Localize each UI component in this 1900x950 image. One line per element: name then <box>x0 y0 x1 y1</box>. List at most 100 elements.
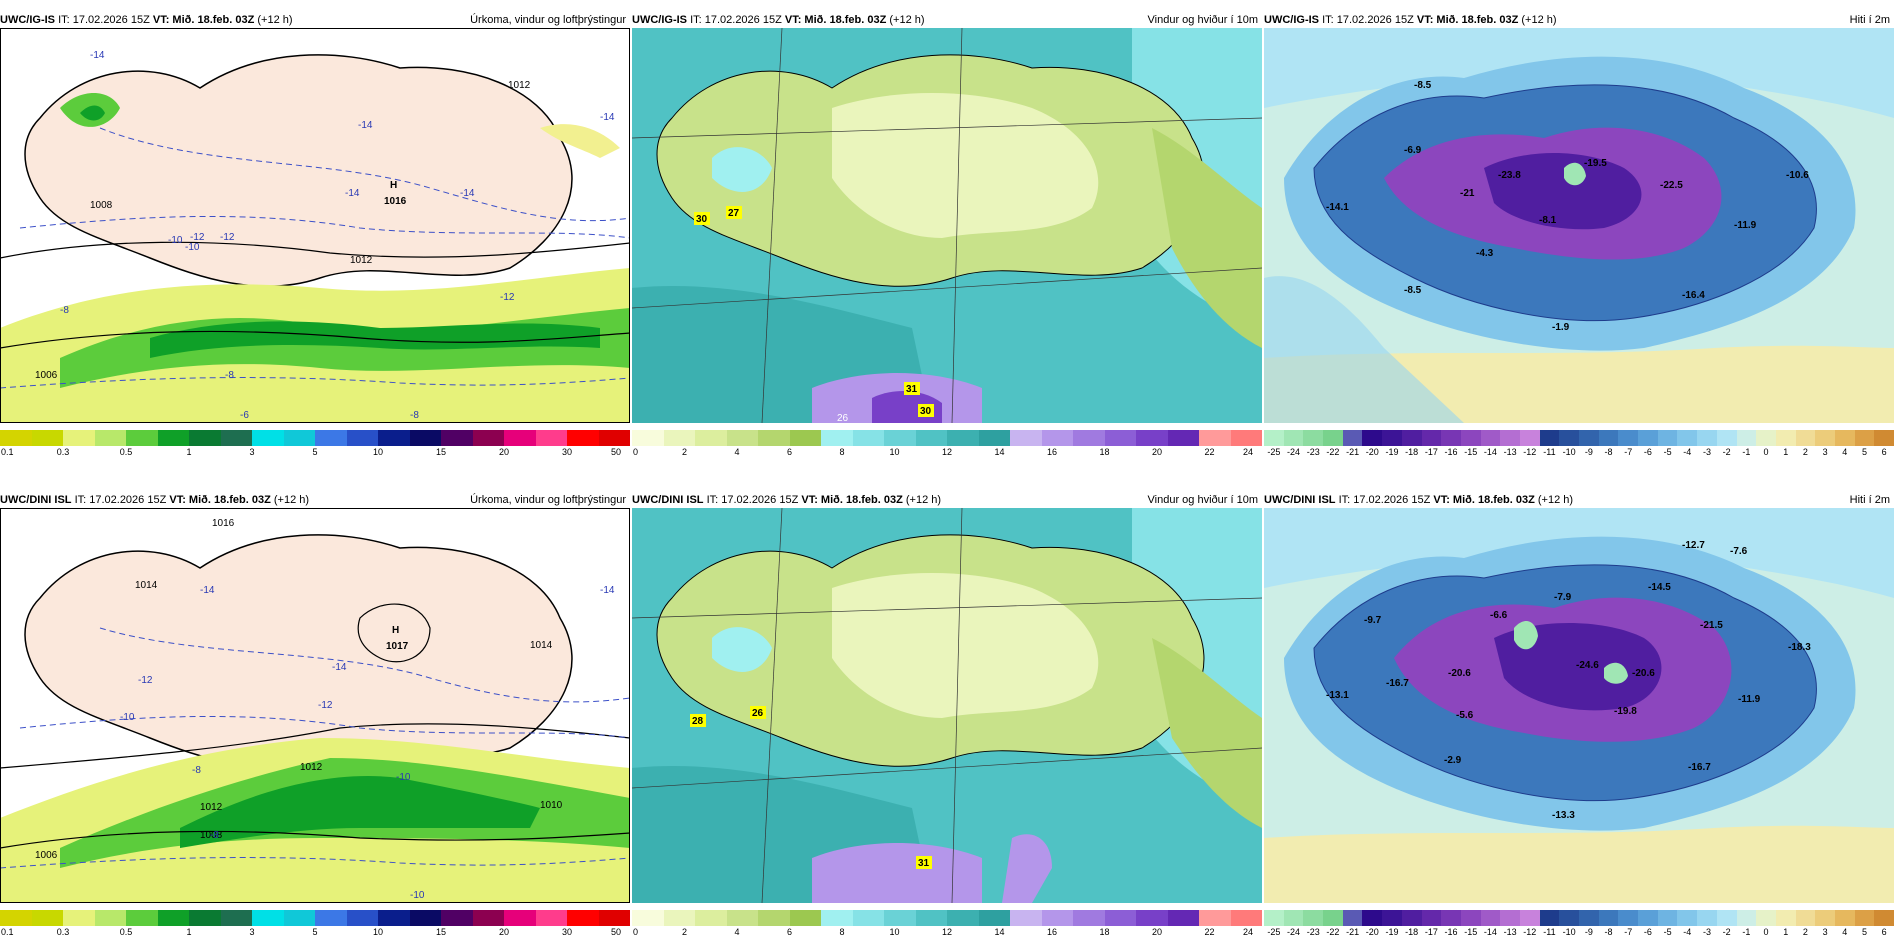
temp-map[interactable]: -8.5 -6.9 -14.1 -8.5 -4.3 -8.1 -21 -23.8… <box>1264 28 1894 423</box>
legend-swatch <box>1775 910 1796 926</box>
temperature-label: -7.9 <box>1554 592 1572 603</box>
legend-tick-label: -16 <box>1444 447 1458 457</box>
legend-swatch <box>1677 430 1698 446</box>
legend-tick-label: -15 <box>1464 927 1478 937</box>
isotherm-label: -8 <box>225 370 234 381</box>
temperature-label: -16.7 <box>1386 678 1409 689</box>
issue-time: IT: 17.02.2026 15Z <box>74 494 167 506</box>
panel-row0-temp: UWC/IG-IS IT: 17.02.2026 15Z VT: Mið. 18… <box>1264 12 1894 462</box>
legend-tick-label: -1 <box>1742 927 1751 937</box>
legend-swatch <box>126 910 158 926</box>
legend-tick-label: 24 <box>1242 447 1254 457</box>
legend-swatch <box>726 910 758 926</box>
legend-swatch <box>1382 430 1402 446</box>
legend-tick-label: 12 <box>941 447 953 457</box>
svg-text:28: 28 <box>692 716 704 727</box>
legend-tick-label: -24 <box>1287 447 1301 457</box>
legend-swatch <box>758 430 790 446</box>
temperature-label: -8.5 <box>1404 285 1422 296</box>
temp-map[interactable]: -9.7 -13.1 -16.7 -20.6 -5.6 -2.9 -6.6 -7… <box>1264 508 1894 903</box>
legend-ticks: -25 -24 -23 -22 -21 -20 -19 -18 -17 -16 -15 -14 -13-… <box>1264 447 1894 459</box>
legend-swatch <box>1401 430 1422 446</box>
panel-row1-precip: UWC/DINI ISL IT: 17.02.2026 15Z VT: Mið.… <box>0 492 630 942</box>
legend-tick-label: 22 <box>1204 927 1215 937</box>
isobar-label: 1016 <box>212 518 235 529</box>
legend-swatch <box>1480 430 1501 446</box>
temperature-label: -21 <box>1460 188 1475 199</box>
legend-swatch <box>1579 430 1599 446</box>
legend-swatch <box>535 910 567 926</box>
isotherm-label: -8 <box>192 765 201 776</box>
legend-swatch <box>663 430 695 446</box>
legend-tick-label: 0 <box>633 927 639 937</box>
temperature-label: -19.8 <box>1614 706 1637 717</box>
issue-time: IT: 17.02.2026 15Z <box>706 494 799 506</box>
legend-tick-label: -9 <box>1584 927 1593 937</box>
model-source: UWC/DINI ISL <box>632 494 704 506</box>
legend-swatch <box>409 430 441 446</box>
legend-swatch <box>1559 430 1579 446</box>
wind-map[interactable]: 30 27 31 30 26 <box>632 28 1262 423</box>
panel-title: Hiti í 2m <box>1849 494 1890 506</box>
legend-swatch <box>1638 910 1658 926</box>
legend-tick-label: 16 <box>1046 447 1058 457</box>
temperature-label: -11.9 <box>1734 220 1757 231</box>
isotherm-label: -10 <box>185 242 200 253</box>
legend-swatch <box>695 430 727 446</box>
legend-swatch <box>1618 910 1639 926</box>
legend-swatch <box>1342 430 1363 446</box>
temperature-label: -19.5 <box>1584 158 1607 169</box>
temperature-label: -14.5 <box>1648 582 1671 593</box>
legend-swatch <box>1677 910 1698 926</box>
legend-swatch <box>789 910 821 926</box>
legend-tick-label: 50 <box>610 927 622 937</box>
isotherm-label: -10 <box>396 772 411 783</box>
legend-tick-label: -18 <box>1405 447 1419 457</box>
isotherm-label: -14 <box>600 112 615 123</box>
legend-swatch <box>1041 430 1073 446</box>
isotherm-label: -12 <box>138 675 153 686</box>
legend-tick-label: -12 <box>1523 927 1537 937</box>
legend-tick-label: -7 <box>1624 927 1633 937</box>
valid-time: VT: Mið. 18.feb. 03Z <box>152 14 255 26</box>
legend-swatch <box>315 430 347 446</box>
isobar-label: 1008 <box>200 830 223 841</box>
legend-tick-label: 5 <box>312 447 318 457</box>
legend-tick-label: 16 <box>1046 927 1058 937</box>
legend-swatch <box>1283 430 1304 446</box>
legend-swatch <box>1362 910 1383 926</box>
isotherm-label: -8 <box>410 410 419 421</box>
precip-map[interactable]: H 1016 1012 1012 1008 1006 -14 -14 -14 -… <box>0 28 630 423</box>
legend-tick-label: -12 <box>1523 447 1537 457</box>
legend-swatch <box>94 430 126 446</box>
legend-swatch <box>220 910 252 926</box>
panel-title: Hiti í 2m <box>1849 14 1890 26</box>
isobar-label: 1012 <box>300 762 323 773</box>
temperature-label: -5.6 <box>1456 710 1474 721</box>
legend-tick-label: 1 <box>1783 447 1789 457</box>
legend-tick-label: 0.3 <box>56 447 70 457</box>
precip-map[interactable]: H 1017 1016 1014 1014 1012 1012 1010 100… <box>0 508 630 903</box>
legend-swatch <box>1500 910 1520 926</box>
legend-tick-label: 1 <box>186 927 192 937</box>
legend-tick-label: -25 <box>1267 447 1281 457</box>
temperature-label: -21.5 <box>1700 620 1723 631</box>
legend-swatch <box>1073 910 1105 926</box>
legend-tick-label: 14 <box>994 927 1005 937</box>
legend-tick-label: 8 <box>839 927 845 937</box>
legend-tick-label: 10 <box>372 447 384 457</box>
svg-text:31: 31 <box>918 858 930 869</box>
legend-swatch <box>1104 910 1136 926</box>
legend-tick-label: -18 <box>1405 927 1419 937</box>
wind-map[interactable]: 28 26 31 <box>632 508 1262 903</box>
legend-tick-label: 10 <box>889 927 900 937</box>
legend-swatch <box>63 430 95 446</box>
high-pressure-letter: H <box>390 180 397 191</box>
legend-tick-label: -6 <box>1643 447 1652 457</box>
isobar-label: 1014 <box>135 580 158 591</box>
legend-swatch <box>220 430 252 446</box>
svg-text:30: 30 <box>920 406 932 417</box>
legend-swatch <box>0 910 32 926</box>
legend-tick-label: 3 <box>1822 927 1828 937</box>
legend-swatch <box>978 430 1010 446</box>
